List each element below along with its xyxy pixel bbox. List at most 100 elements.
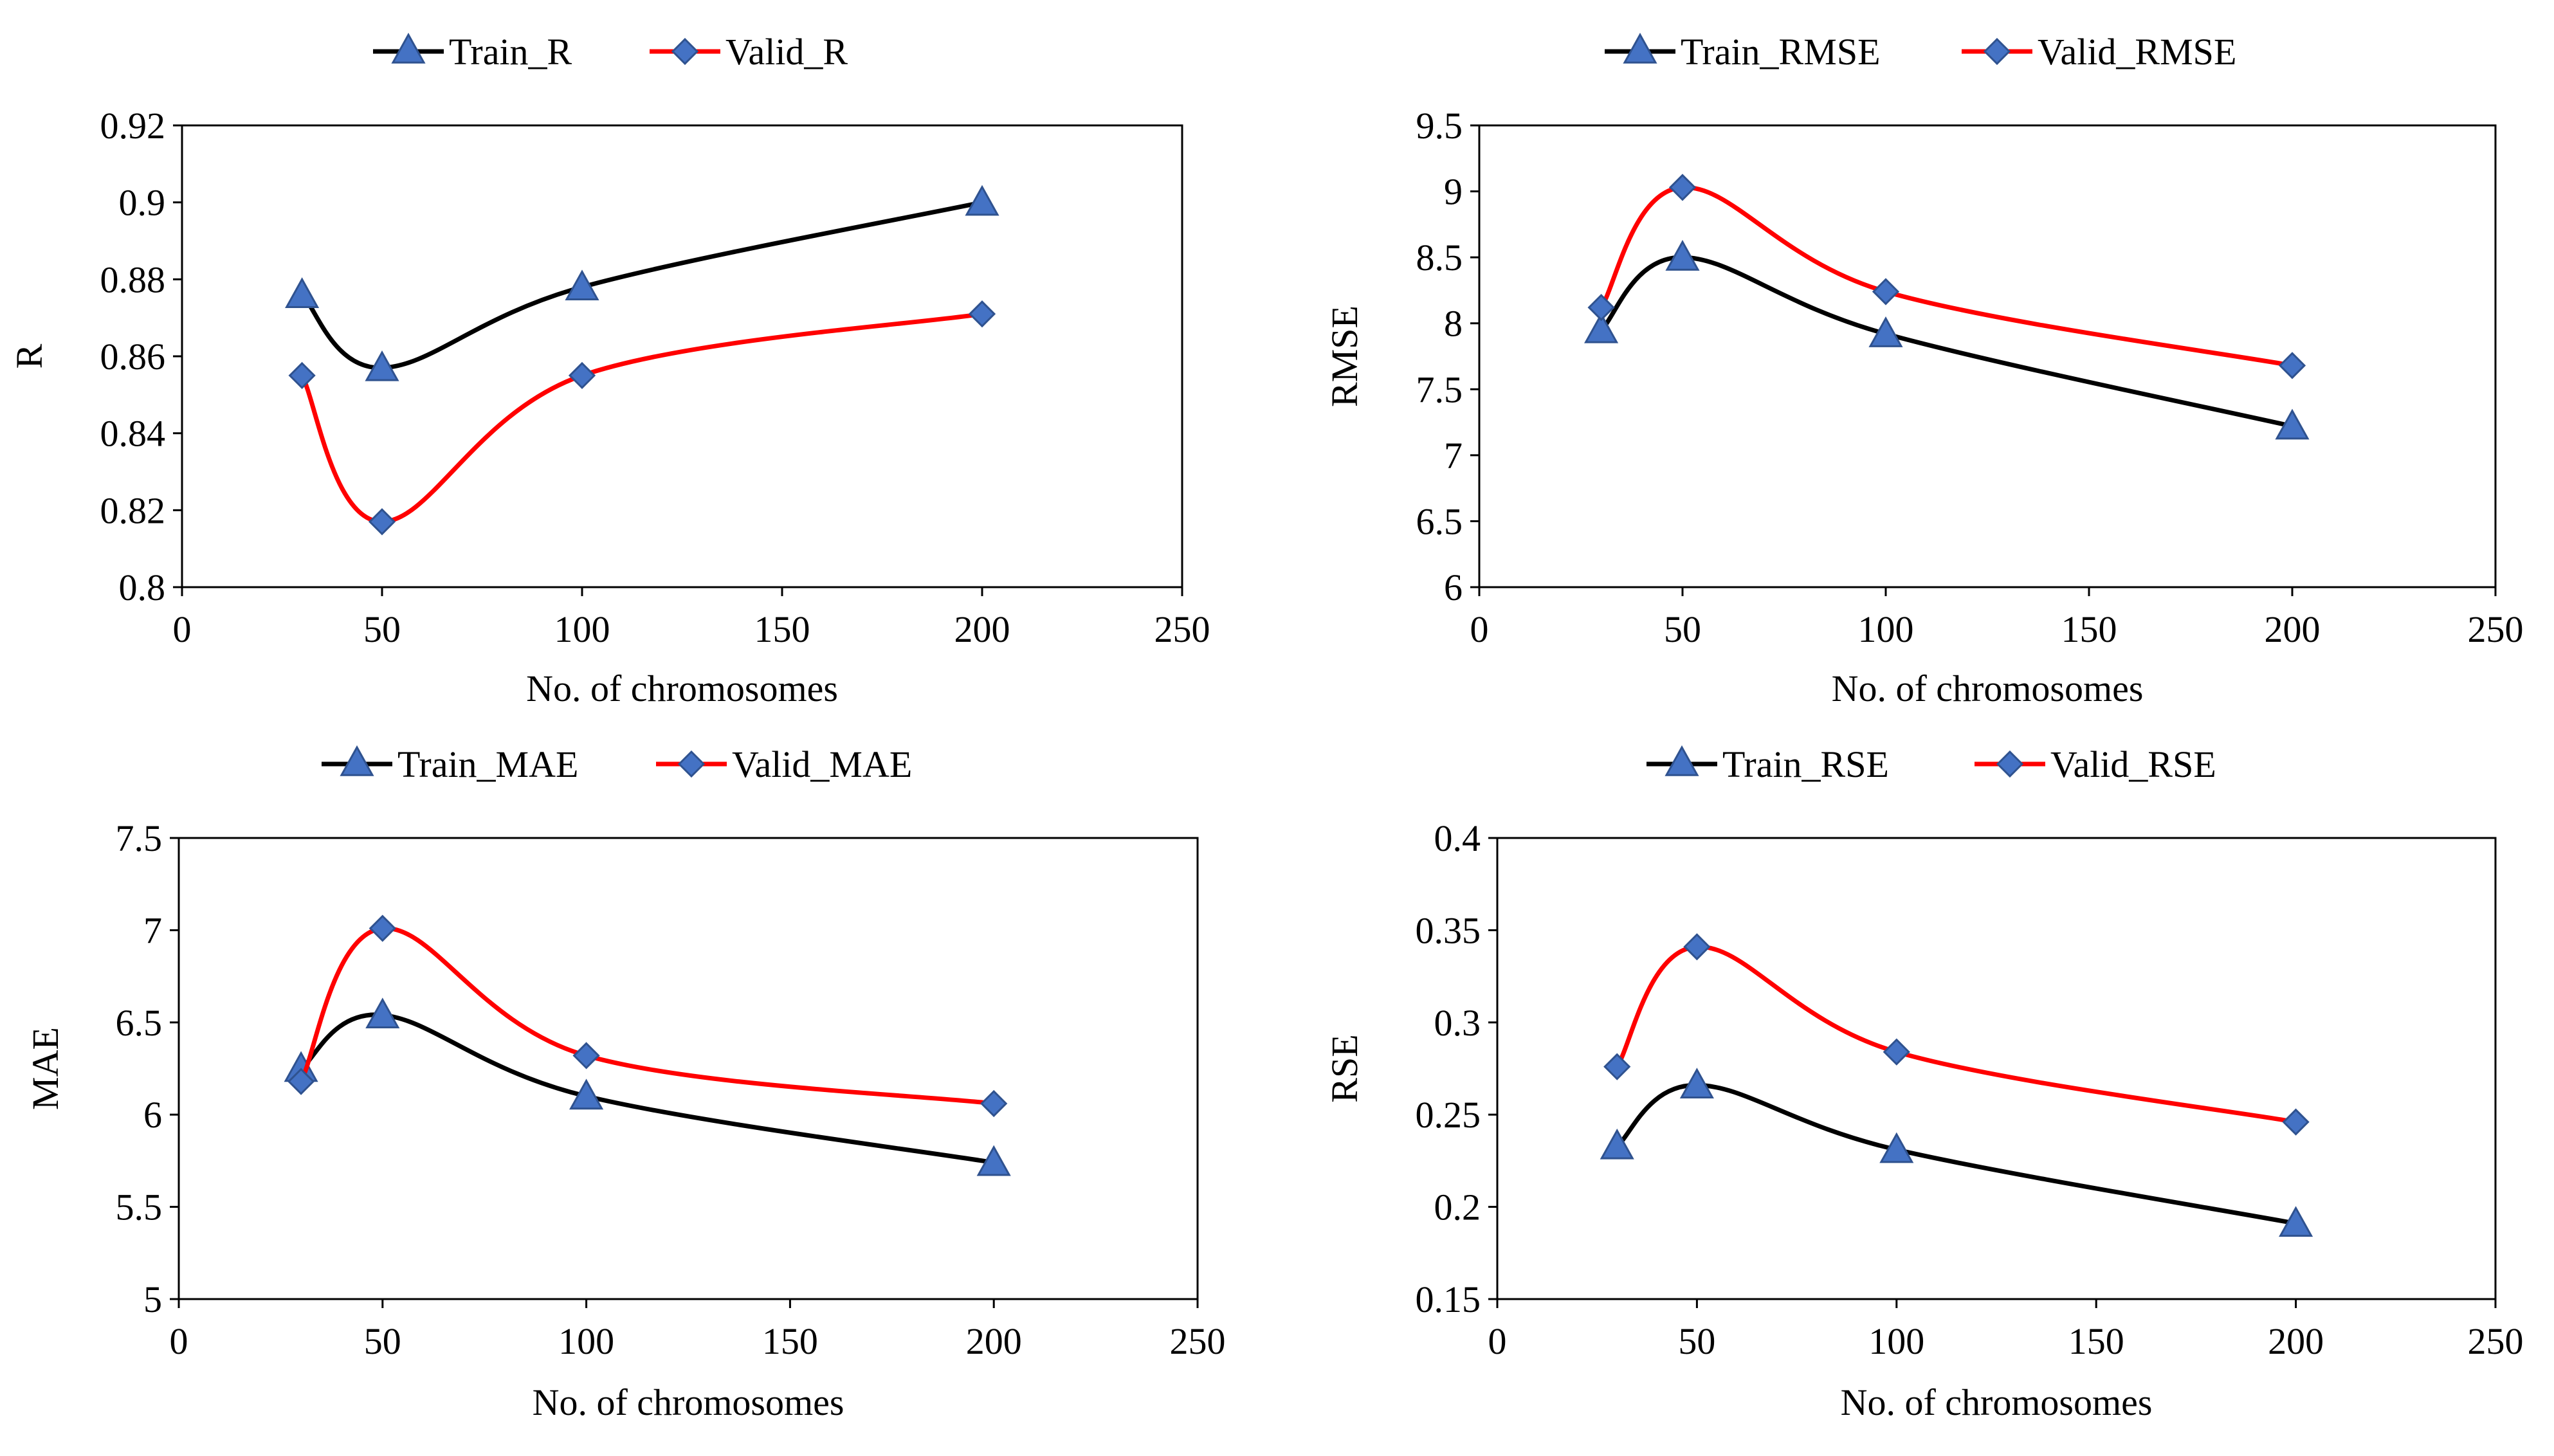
plot-area-border — [1496, 837, 2497, 1300]
data-point-Train_RMSE-200 — [2275, 408, 2310, 440]
series-line-Valid_R — [300, 311, 985, 524]
legend-marker-icon — [1623, 32, 1657, 64]
legend-marker-icon — [1983, 37, 2011, 66]
data-point-Train_R-50 — [365, 350, 399, 381]
data-point-Train_RSE-30 — [1600, 1128, 1634, 1160]
series-line-Train_RMSE — [1599, 255, 2295, 429]
data-point-Valid_MAE-50 — [369, 915, 396, 942]
y-tick-label: 0.8 — [119, 567, 166, 608]
x-tick-label: 100 — [558, 1320, 614, 1362]
series-line-Train_R — [300, 200, 985, 370]
legend-item-Valid_RMSE: Valid_RMSE — [1962, 31, 2236, 73]
legend-item-Train_R: Train_R — [373, 31, 572, 73]
data-point-Train_RMSE-50 — [1665, 240, 1700, 271]
y-axis-label: RMSE — [1324, 305, 1365, 407]
legend-marker-icon — [671, 37, 699, 66]
data-point-Train_RSE-100 — [1879, 1132, 1914, 1163]
y-axis-label: MAE — [24, 1027, 66, 1110]
y-tick-label: 9.5 — [1416, 105, 1463, 147]
x-tick-label: 100 — [1858, 608, 1914, 650]
y-tick-label: 0.88 — [100, 259, 166, 300]
data-point-Valid_R-200 — [968, 300, 996, 328]
data-point-Valid_RSE-200 — [2282, 1108, 2310, 1136]
y-tick-label: 7.5 — [116, 817, 163, 859]
x-tick-label: 250 — [1154, 608, 1210, 650]
data-point-Valid_R-100 — [568, 361, 596, 390]
x-axis-label: No. of chromosomes — [533, 1381, 844, 1423]
data-point-Train_R-100 — [565, 269, 599, 300]
plot-area-border — [1478, 124, 2497, 588]
x-tick-label: 150 — [762, 1320, 818, 1362]
y-tick-label: 0.9 — [119, 182, 166, 224]
data-point-Train_RMSE-100 — [1868, 316, 1903, 347]
x-tick-label: 0 — [1488, 1320, 1507, 1362]
y-tick-label: 0.92 — [100, 105, 166, 147]
x-tick-label: 50 — [1664, 608, 1701, 650]
y-tick-label: 0.3 — [1434, 1002, 1481, 1044]
data-point-Train_MAE-100 — [569, 1078, 604, 1110]
x-tick-label: 200 — [966, 1320, 1022, 1362]
legend-item-Valid_R: Valid_R — [650, 31, 848, 73]
data-point-Train_RSE-50 — [1679, 1068, 1714, 1099]
y-tick-label: 0.25 — [1416, 1094, 1481, 1136]
legend-label: Valid_RMSE — [2038, 31, 2236, 73]
x-tick-label: 200 — [2265, 608, 2321, 650]
y-tick-label: 0.15 — [1416, 1279, 1481, 1320]
y-tick-label: 6.5 — [116, 1002, 163, 1044]
y-tick-label: 9 — [1444, 171, 1463, 213]
y-tick-label: 0.84 — [100, 413, 166, 455]
y-tick-label: 8.5 — [1416, 237, 1463, 278]
legend-marker-icon — [1665, 745, 1699, 776]
y-tick-label: 5.5 — [116, 1187, 163, 1228]
legend-label: Valid_MAE — [732, 743, 912, 785]
x-tick-label: 250 — [2468, 1320, 2524, 1362]
x-axis-label: No. of chromosomes — [1841, 1381, 2153, 1423]
x-tick-label: 150 — [754, 608, 810, 650]
x-tick-label: 0 — [170, 1320, 188, 1362]
y-tick-label: 0.2 — [1434, 1187, 1481, 1228]
x-tick-label: 150 — [2061, 608, 2117, 650]
x-tick-label: 250 — [1170, 1320, 1226, 1362]
data-point-Train_MAE-50 — [365, 997, 400, 1029]
legend-marker-icon — [391, 32, 426, 64]
y-tick-label: 6 — [1444, 567, 1463, 608]
data-point-Valid_RSE-50 — [1683, 933, 1711, 961]
x-tick-label: 50 — [364, 1320, 401, 1362]
legend-item-Train_RSE: Train_RSE — [1646, 743, 1889, 785]
y-tick-label: 7 — [143, 909, 162, 951]
y-tick-label: 7 — [1444, 435, 1463, 477]
legend-marker-icon — [340, 745, 374, 776]
y-tick-label: 0.35 — [1416, 909, 1481, 951]
legend-label: Valid_R — [725, 31, 848, 73]
data-point-Valid_RSE-100 — [1883, 1038, 1910, 1066]
data-point-Valid_RMSE-200 — [2278, 352, 2306, 379]
data-point-Train_MAE-200 — [976, 1145, 1011, 1176]
y-tick-label: 6.5 — [1416, 500, 1463, 542]
series-line-Train_MAE — [298, 1012, 996, 1165]
plot-area-border — [181, 124, 1183, 588]
series-line-Valid_RMSE — [1599, 185, 2295, 368]
x-tick-label: 50 — [363, 608, 401, 650]
y-tick-label: 0.4 — [1434, 817, 1481, 859]
data-point-Train_R-200 — [965, 185, 999, 216]
legend-item-Valid_MAE: Valid_MAE — [656, 743, 912, 785]
legend-item-Train_RMSE: Train_RMSE — [1605, 31, 1881, 73]
series-line-Valid_MAE — [298, 926, 996, 1106]
data-point-Valid_RMSE-50 — [1668, 174, 1697, 201]
series-line-Train_RSE — [1614, 1082, 2299, 1226]
x-tick-label: 0 — [1470, 608, 1489, 650]
y-axis-label: R — [8, 343, 50, 369]
data-point-Valid_R-30 — [288, 361, 316, 390]
x-axis-label: No. of chromosomes — [526, 668, 838, 709]
data-point-Train_RMSE-30 — [1584, 312, 1619, 343]
legend-item-Train_MAE: Train_MAE — [322, 743, 578, 785]
legend-item-Valid_RSE: Valid_RSE — [1975, 743, 2216, 785]
y-tick-label: 5 — [143, 1279, 162, 1320]
legend-label: Train_RMSE — [1681, 31, 1881, 73]
y-axis-label: RSE — [1324, 1034, 1365, 1102]
chart-panel-4: 0.15 0.2 0.25 0.3 0.35 0.4 0 50 100 150 200 250 No. … — [1324, 743, 2524, 1423]
chart-panel-2: 6 6.5 7 7.5 8 8.5 9 9.5 0 50 100 150 200 250 No. of ch… — [1324, 31, 2524, 709]
data-point-Train_RSE-200 — [2279, 1206, 2313, 1237]
x-tick-label: 50 — [1678, 1320, 1715, 1362]
